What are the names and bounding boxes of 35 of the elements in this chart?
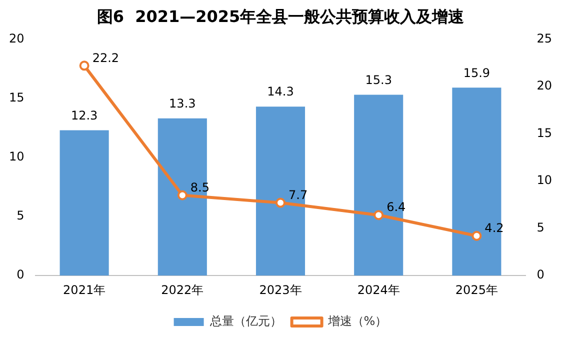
y2-tick-label: 20 bbox=[536, 78, 552, 93]
x-tick-label: 2024年 bbox=[357, 282, 400, 297]
legend-label: 总量（亿元） bbox=[208, 314, 282, 328]
y2-tick-label: 5 bbox=[536, 220, 544, 234]
point bbox=[276, 198, 286, 208]
chart-title: 图6 2021—2025年全县一般公共预算收入及增速 bbox=[96, 6, 466, 26]
bar bbox=[452, 88, 502, 276]
point bbox=[177, 190, 188, 200]
point bbox=[472, 230, 482, 241]
point bbox=[374, 210, 384, 220]
y2-tick-label: 25 bbox=[536, 31, 552, 46]
y-tick-label: 15 bbox=[8, 90, 24, 104]
x-tick-label: 2022年 bbox=[161, 282, 204, 297]
y2-tick-label: 0 bbox=[536, 268, 544, 282]
bar bbox=[354, 94, 404, 276]
legend-label: 增速（%） bbox=[326, 314, 388, 328]
y-tick-label: 20 bbox=[8, 31, 24, 46]
data-label: 15.3 bbox=[365, 72, 392, 87]
data-label: 14.3 bbox=[267, 84, 294, 99]
point bbox=[79, 60, 90, 71]
y2-tick-label: 15 bbox=[536, 126, 552, 140]
y-tick-label: 10 bbox=[8, 150, 24, 164]
y2-tick-label: 10 bbox=[536, 173, 552, 188]
y-tick-label: 5 bbox=[16, 208, 24, 223]
x-tick-label: 2023年 bbox=[259, 282, 302, 297]
data-label: 12.3 bbox=[70, 108, 98, 122]
data-label: 15.9 bbox=[463, 66, 490, 80]
y-tick-label: 0 bbox=[16, 268, 24, 282]
x-tick-label: 2021年 bbox=[63, 282, 106, 297]
data-label: 13.3 bbox=[169, 96, 196, 111]
bar bbox=[60, 130, 109, 276]
x-tick-label: 2025年 bbox=[455, 282, 498, 297]
bar bbox=[256, 106, 306, 276]
data-label: 22.2 bbox=[92, 50, 120, 65]
bar bbox=[158, 118, 207, 276]
